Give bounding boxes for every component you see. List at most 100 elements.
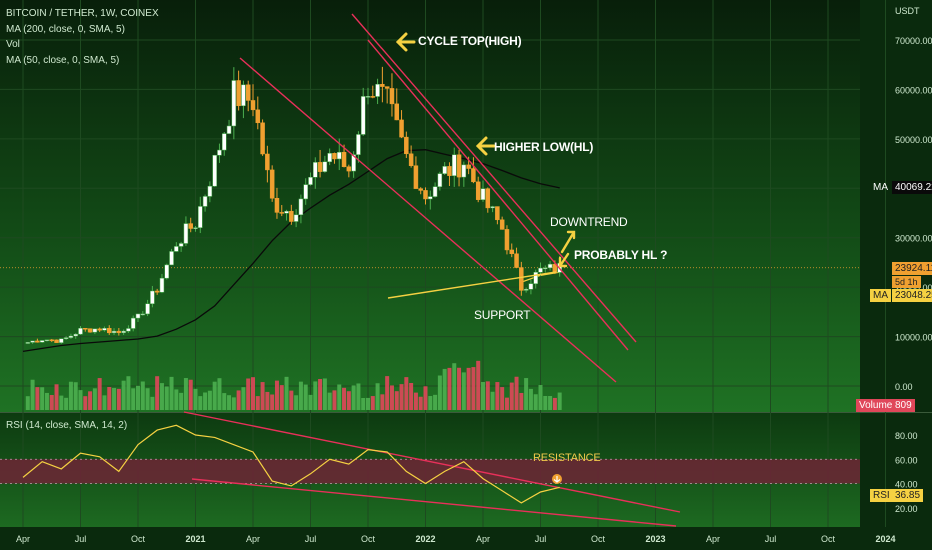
volume-tag-value: 809 [892, 399, 915, 412]
volume-bar [519, 392, 524, 410]
candle-body [538, 267, 543, 273]
candle-body [111, 330, 117, 334]
rsi-legend[interactable]: RSI (14, close, SMA, 14, 2) [6, 420, 128, 431]
time-tick: 2023 [645, 534, 665, 544]
cycle-top-arrow [395, 32, 416, 52]
candle-body [159, 277, 165, 293]
legend-symbol[interactable]: BITCOIN / TETHER, 1W, COINEX [6, 8, 159, 19]
volume-bar [375, 383, 380, 410]
candle-body [413, 165, 419, 189]
volume-bar [54, 384, 59, 410]
candle-body [126, 328, 131, 332]
volume-bar [557, 392, 562, 410]
candle-body [394, 103, 399, 121]
volume-bar [25, 396, 30, 410]
volume-bar [495, 382, 500, 410]
annotation-cycle-top: CYCLE TOP(HIGH) [418, 34, 522, 48]
volume-bar [92, 388, 97, 410]
volume-bar [404, 377, 409, 410]
candle-body [543, 267, 548, 270]
time-tick: Oct [131, 534, 146, 544]
trendline [239, 57, 617, 383]
volume-bar [385, 376, 390, 410]
candle-body [313, 162, 318, 178]
time-axis-bg [0, 527, 932, 550]
volume-bars [25, 360, 562, 410]
volume-bar [112, 387, 117, 410]
candle-body [154, 290, 160, 293]
annotation-support: SUPPORT [474, 308, 531, 322]
volume-bar [59, 395, 64, 410]
candle-body [547, 263, 553, 269]
volume-bar [327, 392, 332, 410]
volume-bar [260, 382, 265, 410]
volume-bar [121, 380, 126, 410]
candle-body [365, 96, 371, 98]
candle-body [241, 84, 246, 107]
volume-bar [461, 372, 466, 410]
candle-body [44, 339, 50, 342]
candle-body [475, 181, 481, 200]
time-tick: 2021 [185, 534, 205, 544]
volume-bar [116, 388, 121, 410]
volume-bar [471, 367, 476, 410]
volume-bar [246, 378, 251, 410]
volume-bar [88, 391, 93, 410]
legend-vol[interactable]: Vol [6, 39, 20, 50]
candle-body [485, 188, 491, 209]
candle-body [428, 196, 433, 200]
candle-body [519, 267, 524, 291]
candle-body [298, 198, 304, 216]
volume-bar [370, 396, 375, 410]
annotation-downtrend: DOWNTREND [550, 215, 628, 229]
ma-tag-lower: 23048.25 [892, 289, 932, 302]
volume-bar [442, 368, 447, 410]
candle-body [504, 229, 510, 251]
candle-body [380, 84, 385, 87]
rsi-tick: 80.00 [895, 431, 918, 441]
volume-tag-label: Volume [856, 399, 896, 412]
trendline [183, 411, 681, 513]
volume-bar [217, 378, 222, 410]
volume-bar [322, 378, 327, 410]
rsi-band [0, 458, 860, 484]
volume-bar [399, 384, 404, 410]
price-candles[interactable] [25, 66, 562, 344]
time-tick: Jul [765, 534, 777, 544]
candle-body [245, 84, 251, 101]
volume-bar [552, 397, 557, 410]
candle-body [447, 166, 452, 176]
legend-ma50[interactable]: MA (50, close, 0, SMA, 5) [6, 54, 120, 66]
volume-bar [308, 394, 313, 410]
higher-low-arrow [475, 136, 496, 156]
candle-body [528, 283, 534, 290]
volume-bar [265, 391, 270, 410]
volume-bar [107, 387, 112, 410]
annotation-probably-hl: PROBABLY HL ? [574, 248, 668, 262]
trendline [191, 478, 677, 527]
volume-bar [346, 391, 351, 410]
candle-body [97, 328, 102, 331]
volume-bar [188, 379, 193, 410]
candle-body [332, 153, 337, 160]
volume-bar [44, 392, 49, 410]
volume-bar [174, 389, 179, 410]
volume-bar [337, 384, 342, 410]
last-price-countdown: 5d 1h [892, 276, 921, 288]
volume-bar [159, 383, 164, 410]
volume-bar [231, 397, 236, 410]
volume-bar [83, 396, 88, 410]
time-tick: Oct [821, 534, 836, 544]
time-tick: Jul [305, 534, 317, 544]
price-tick: 30000.00 [895, 234, 932, 244]
candle-body [135, 313, 141, 319]
candle-body [145, 303, 150, 315]
volume-bar [207, 390, 212, 410]
candle-body [389, 88, 395, 105]
time-tick: Apr [16, 534, 30, 544]
candle-body [471, 168, 476, 183]
volume-bar [389, 385, 394, 410]
chart-legend: BITCOIN / TETHER, 1W, COINEX MA (200, cl… [6, 6, 159, 68]
legend-ma200[interactable]: MA (200, close, 0, SMA, 5) [6, 23, 125, 35]
